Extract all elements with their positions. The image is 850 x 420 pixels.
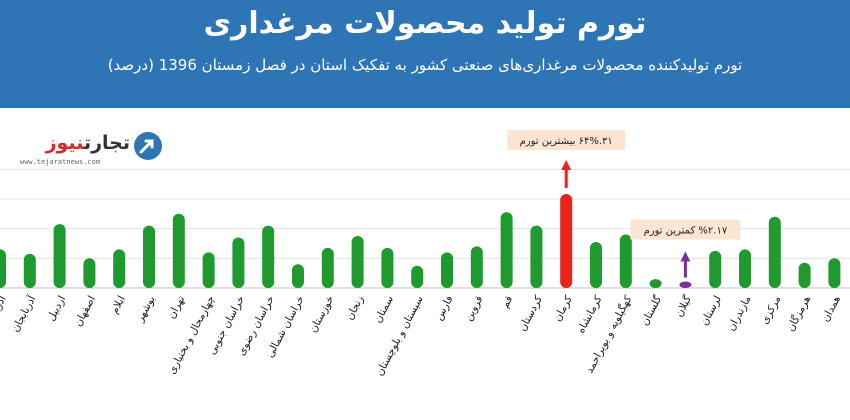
category-label: قزوین xyxy=(462,294,485,323)
chart-subtitle: تورم تولیدکننده محصولات مرغداری‌های صنعت… xyxy=(107,56,743,74)
logo-url: www.tejaratnews.com xyxy=(20,158,101,166)
highest-annotation-text: ٣١.۶۴% بیشترین تورم xyxy=(520,136,613,147)
category-label: خوزستان xyxy=(307,294,336,335)
category-label: مازندران xyxy=(725,294,753,333)
bar xyxy=(470,246,483,288)
tejaratnews-logo-icon xyxy=(134,132,162,160)
bar xyxy=(232,237,245,288)
bar xyxy=(828,258,841,288)
bar xyxy=(321,247,334,288)
lowest-arrow-head xyxy=(680,251,691,262)
bar xyxy=(500,212,513,288)
category-label: آذربایجان غربی xyxy=(0,292,9,357)
category-label: زنجان xyxy=(344,294,367,322)
bar xyxy=(649,279,662,288)
category-label: سمنان xyxy=(372,294,396,325)
bar xyxy=(83,258,96,288)
logo-text: تجارتنیوز xyxy=(18,132,130,154)
category-label: گلستان xyxy=(638,293,664,327)
bar xyxy=(262,225,275,288)
category-label: هرمزگان xyxy=(784,293,814,333)
category-label: اصفهان xyxy=(72,294,98,329)
category-label: قم xyxy=(499,294,515,310)
bar xyxy=(411,265,424,288)
category-label: همدان xyxy=(819,294,843,324)
chart-title: تورم تولید محصولات مرغداری xyxy=(203,6,647,41)
category-label: اردبیل xyxy=(45,294,68,323)
category-label: آذربایجان xyxy=(8,292,38,334)
bar xyxy=(590,241,602,288)
logo-name-accent: نیوز xyxy=(45,132,84,154)
category-label: لرستان xyxy=(698,294,724,328)
category-label: کرمانشاه xyxy=(575,294,605,335)
bar xyxy=(53,224,66,288)
category-label: تهران xyxy=(165,294,187,321)
bar xyxy=(292,264,304,288)
highest-annotation-box xyxy=(507,130,626,151)
category-label: بوشهر xyxy=(134,294,158,325)
header-banner: تورم تولید محصولات مرغداری تورم تولیدکنن… xyxy=(0,0,850,108)
lowest-annotation-text: ٢.١٧% کمترین تورم xyxy=(644,226,728,237)
category-label: کرمان xyxy=(551,294,574,324)
bar xyxy=(0,249,6,288)
bar xyxy=(113,249,126,288)
category-label: گیلان xyxy=(672,293,694,319)
category-label: کردستان xyxy=(516,294,545,334)
bar xyxy=(530,225,543,288)
bar xyxy=(679,281,692,288)
bar xyxy=(143,225,155,288)
bar xyxy=(441,252,453,288)
bar xyxy=(351,236,364,288)
annotations: ٣١.۶۴% بیشترین تورم ٢.١٧% کمترین تورم xyxy=(507,130,741,278)
bar xyxy=(202,252,215,288)
logo-arrow-icon xyxy=(139,139,154,154)
bar xyxy=(381,247,394,288)
category-label: فارس xyxy=(433,294,456,323)
gridlines xyxy=(0,168,850,289)
bar xyxy=(619,234,632,288)
bars xyxy=(0,194,841,288)
category-label: ایلام xyxy=(109,294,128,316)
highest-arrow-head xyxy=(561,160,572,171)
category-label: مرکزی xyxy=(759,294,784,327)
bar xyxy=(560,194,573,288)
bar xyxy=(23,253,36,288)
bar xyxy=(768,216,781,288)
bar xyxy=(739,249,751,288)
bar xyxy=(798,262,811,288)
bar-chart: ٣١.۶۴% بیشترین تورم ٢.١٧% کمترین تورم آذر… xyxy=(0,130,850,378)
bar xyxy=(709,250,722,288)
bar xyxy=(172,213,185,288)
lowest-annotation-box xyxy=(630,219,741,240)
tejaratnews-logo: تجارتنیوز www.tejaratnews.com xyxy=(18,130,162,172)
logo-name-dark: تجارت xyxy=(83,132,130,154)
